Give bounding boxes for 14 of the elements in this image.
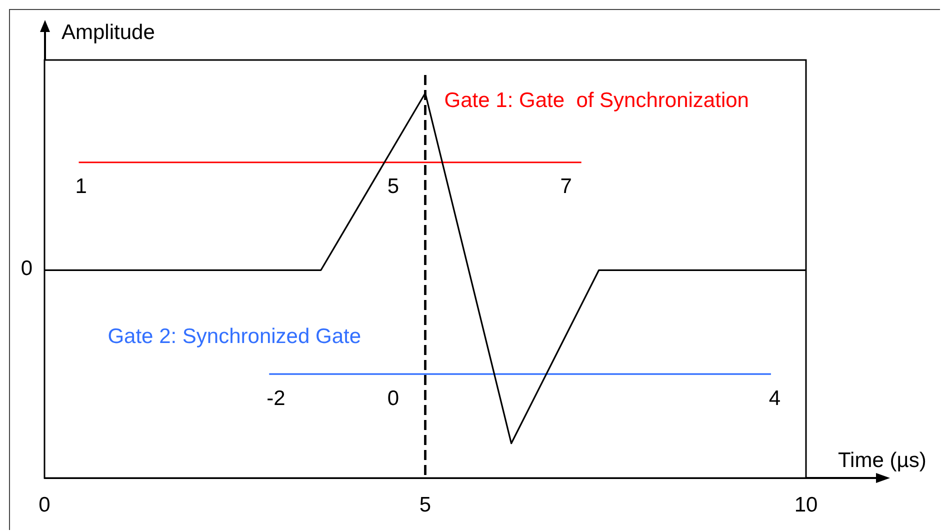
y-axis-title: Amplitude: [62, 20, 155, 44]
x-tick-label: 5: [419, 493, 432, 516]
series-label: Gate 2: Synchronized Gate: [108, 324, 362, 348]
x-axis-title: Time (µs): [838, 448, 926, 472]
text: 0: [20, 256, 32, 280]
x-tick-label: 0: [38, 493, 50, 516]
text: Gate 1: Gate of Synchronization: [444, 88, 749, 112]
x-tick-label: 10: [794, 493, 818, 516]
annotation: 1: [75, 175, 87, 198]
annotation: 4: [768, 386, 781, 410]
annotation: 5: [387, 175, 400, 198]
annotation: -2: [266, 386, 286, 410]
annotation: 7: [560, 175, 572, 198]
annotation: 0: [387, 386, 400, 410]
